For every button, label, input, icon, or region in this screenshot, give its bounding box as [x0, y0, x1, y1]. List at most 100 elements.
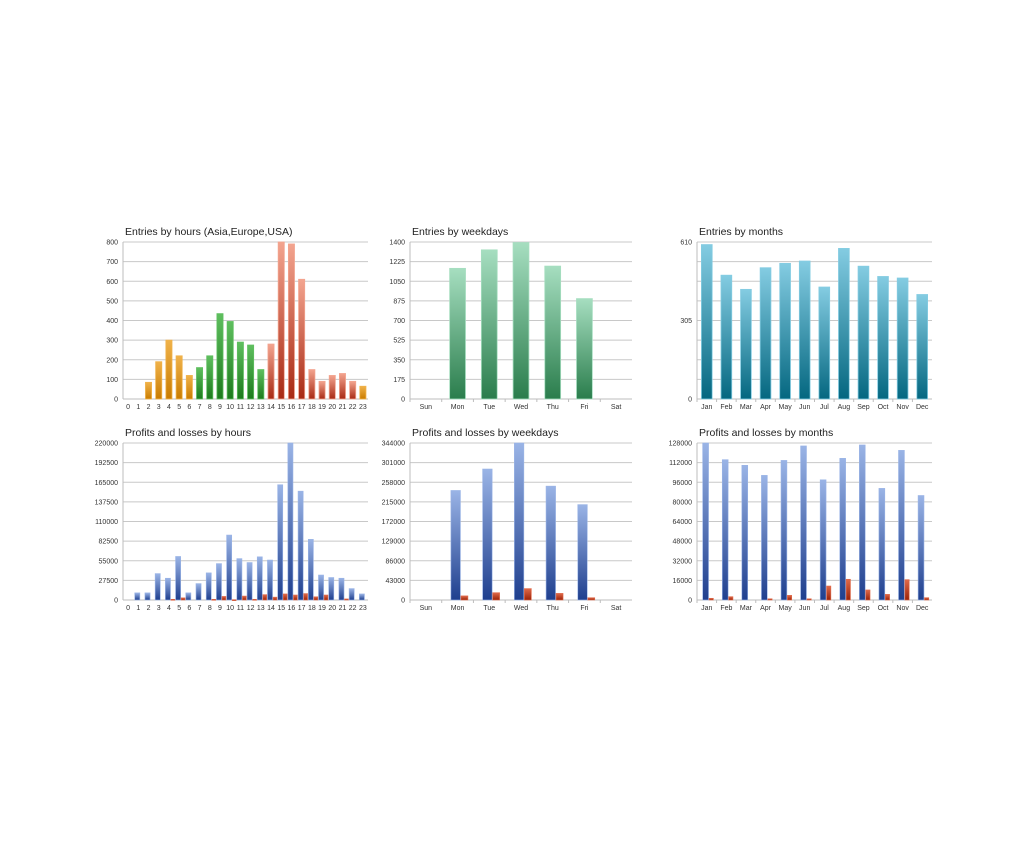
bar: [196, 367, 204, 400]
chart-title: Entries by weekdays: [412, 226, 508, 238]
profit-bar: [348, 588, 355, 601]
y-tick-label: 700: [106, 259, 118, 266]
bar: [349, 380, 357, 400]
x-tick-label: Thu: [547, 605, 559, 612]
profit-bar: [819, 479, 827, 601]
bar: [857, 265, 870, 400]
profit-bar: [205, 572, 212, 601]
x-tick-label: Mar: [740, 404, 753, 411]
x-tick-label: Wed: [514, 404, 528, 411]
y-tick-label: 344000: [382, 441, 405, 448]
x-tick-label: 22: [349, 404, 357, 411]
x-tick-label: 18: [308, 404, 316, 411]
x-tick-label: 7: [198, 605, 202, 612]
x-tick-label: Mon: [451, 605, 465, 612]
y-tick-label: 137500: [95, 499, 118, 506]
loss-bar: [904, 579, 910, 601]
x-tick-label: 2: [147, 605, 151, 612]
chart-entries-months: Entries by months 0 305 610 Jan Feb Mar Apr May J…: [680, 226, 932, 411]
loss-bar: [865, 589, 871, 601]
profit-bar: [702, 442, 709, 601]
chart-title: Profits and losses by months: [699, 427, 833, 439]
bar: [287, 243, 295, 400]
bar: [779, 262, 791, 400]
profit-bar: [154, 573, 161, 601]
y-tick-label: 200: [106, 357, 118, 364]
loss-bar: [262, 594, 268, 601]
x-tick-label: 14: [267, 605, 275, 612]
bar: [257, 369, 265, 400]
bar: [185, 375, 193, 400]
x-tick-label: 15: [277, 404, 285, 411]
y-tick-label: 1400: [389, 240, 405, 247]
x-tick-label: Oct: [878, 404, 889, 411]
profit-bar: [800, 445, 807, 601]
x-tick-label: May: [779, 404, 793, 411]
y-tick-label: 175: [393, 377, 405, 384]
bar: [838, 248, 850, 400]
profit-bar: [318, 574, 324, 601]
y-tick-label: 610: [680, 240, 692, 247]
bar: [576, 298, 593, 400]
bar: [701, 244, 713, 400]
x-tick-label: May: [779, 605, 793, 612]
bar: [145, 381, 152, 400]
profit-bar: [577, 504, 588, 601]
x-tick-label: Fri: [580, 605, 589, 612]
y-tick-label: 700: [393, 318, 405, 325]
loss-bar: [767, 598, 773, 601]
profit-bar: [338, 577, 345, 601]
chart-pl-weekdays: Profits and losses by weekdays 0 43000 8600…: [382, 427, 632, 612]
x-tick-label: 13: [257, 404, 265, 411]
x-tick-label: 4: [167, 605, 171, 612]
profit-bar: [307, 539, 314, 601]
loss-bar: [323, 594, 329, 601]
x-tick-label: 0: [126, 404, 130, 411]
x-tick-label: 2: [147, 404, 151, 411]
chart-entries-hours: Entries by hours (Asia,Europe,USA)010020…: [106, 226, 368, 411]
chart-pl-months: Profits and losses by months 0 16000 32000 4…: [669, 427, 932, 612]
bar: [328, 375, 336, 400]
x-tick-label: 1: [136, 605, 140, 612]
x-tick-label: 10: [226, 605, 234, 612]
x-tick-label: 19: [318, 404, 326, 411]
x-tick-label: Aug: [838, 605, 851, 612]
y-tick-label: 110000: [95, 519, 118, 526]
x-tick-label: 5: [177, 404, 181, 411]
x-tick-label: Sep: [857, 404, 870, 411]
bar: [480, 249, 498, 400]
profit-bar: [545, 485, 556, 601]
x-tick-label: 16: [288, 404, 296, 411]
profit-bar: [165, 577, 171, 601]
x-tick-label: Thu: [547, 404, 559, 411]
y-tick-label: 600: [106, 279, 118, 286]
bar: [449, 267, 466, 400]
loss-bar: [180, 597, 186, 601]
profit-bar: [328, 577, 335, 601]
bar: [318, 380, 326, 400]
profit-bar: [917, 495, 925, 601]
profit-bar: [741, 465, 749, 601]
x-tick-label: 23: [359, 605, 367, 612]
y-tick-label: 0: [688, 397, 692, 404]
profit-bar: [236, 558, 243, 601]
loss-bar: [170, 598, 176, 601]
x-tick-label: Nov: [896, 605, 909, 612]
y-tick-label: 350: [393, 357, 405, 364]
x-tick-label: 4: [167, 404, 171, 411]
loss-bar: [728, 596, 734, 601]
x-tick-label: 7: [198, 404, 202, 411]
y-tick-label: 82500: [99, 539, 119, 546]
x-tick-label: Jan: [701, 605, 712, 612]
chart-title: Profits and losses by hours: [125, 427, 251, 439]
loss-bar: [242, 595, 247, 601]
x-tick-label: Jan: [701, 404, 712, 411]
profit-bar: [287, 442, 294, 601]
x-tick-label: 11: [237, 404, 244, 411]
x-tick-label: Mar: [740, 605, 753, 612]
bar: [308, 369, 316, 400]
bar: [206, 355, 214, 400]
y-tick-label: 55000: [99, 558, 119, 565]
bar: [896, 277, 909, 400]
